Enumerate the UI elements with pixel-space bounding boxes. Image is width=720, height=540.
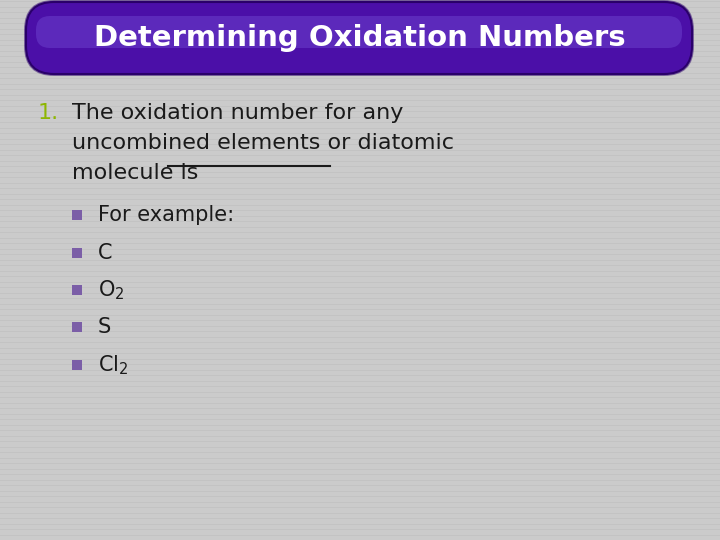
FancyBboxPatch shape xyxy=(24,0,694,76)
Text: molecule is: molecule is xyxy=(72,163,205,183)
FancyBboxPatch shape xyxy=(36,16,682,48)
Bar xyxy=(72,360,82,370)
Bar xyxy=(72,248,82,258)
Text: S: S xyxy=(98,317,112,337)
Bar xyxy=(72,285,82,295)
Bar xyxy=(72,210,82,220)
Text: For example:: For example: xyxy=(98,205,234,225)
FancyBboxPatch shape xyxy=(26,2,692,74)
Text: Determining Oxidation Numbers: Determining Oxidation Numbers xyxy=(94,24,626,52)
Text: Cl$_2$: Cl$_2$ xyxy=(98,353,128,377)
Text: O$_2$: O$_2$ xyxy=(98,278,125,302)
Bar xyxy=(72,322,82,332)
Text: 1.: 1. xyxy=(38,103,59,123)
Text: uncombined elements or diatomic: uncombined elements or diatomic xyxy=(72,133,454,153)
Text: C: C xyxy=(98,243,112,263)
Text: The oxidation number for any: The oxidation number for any xyxy=(72,103,403,123)
